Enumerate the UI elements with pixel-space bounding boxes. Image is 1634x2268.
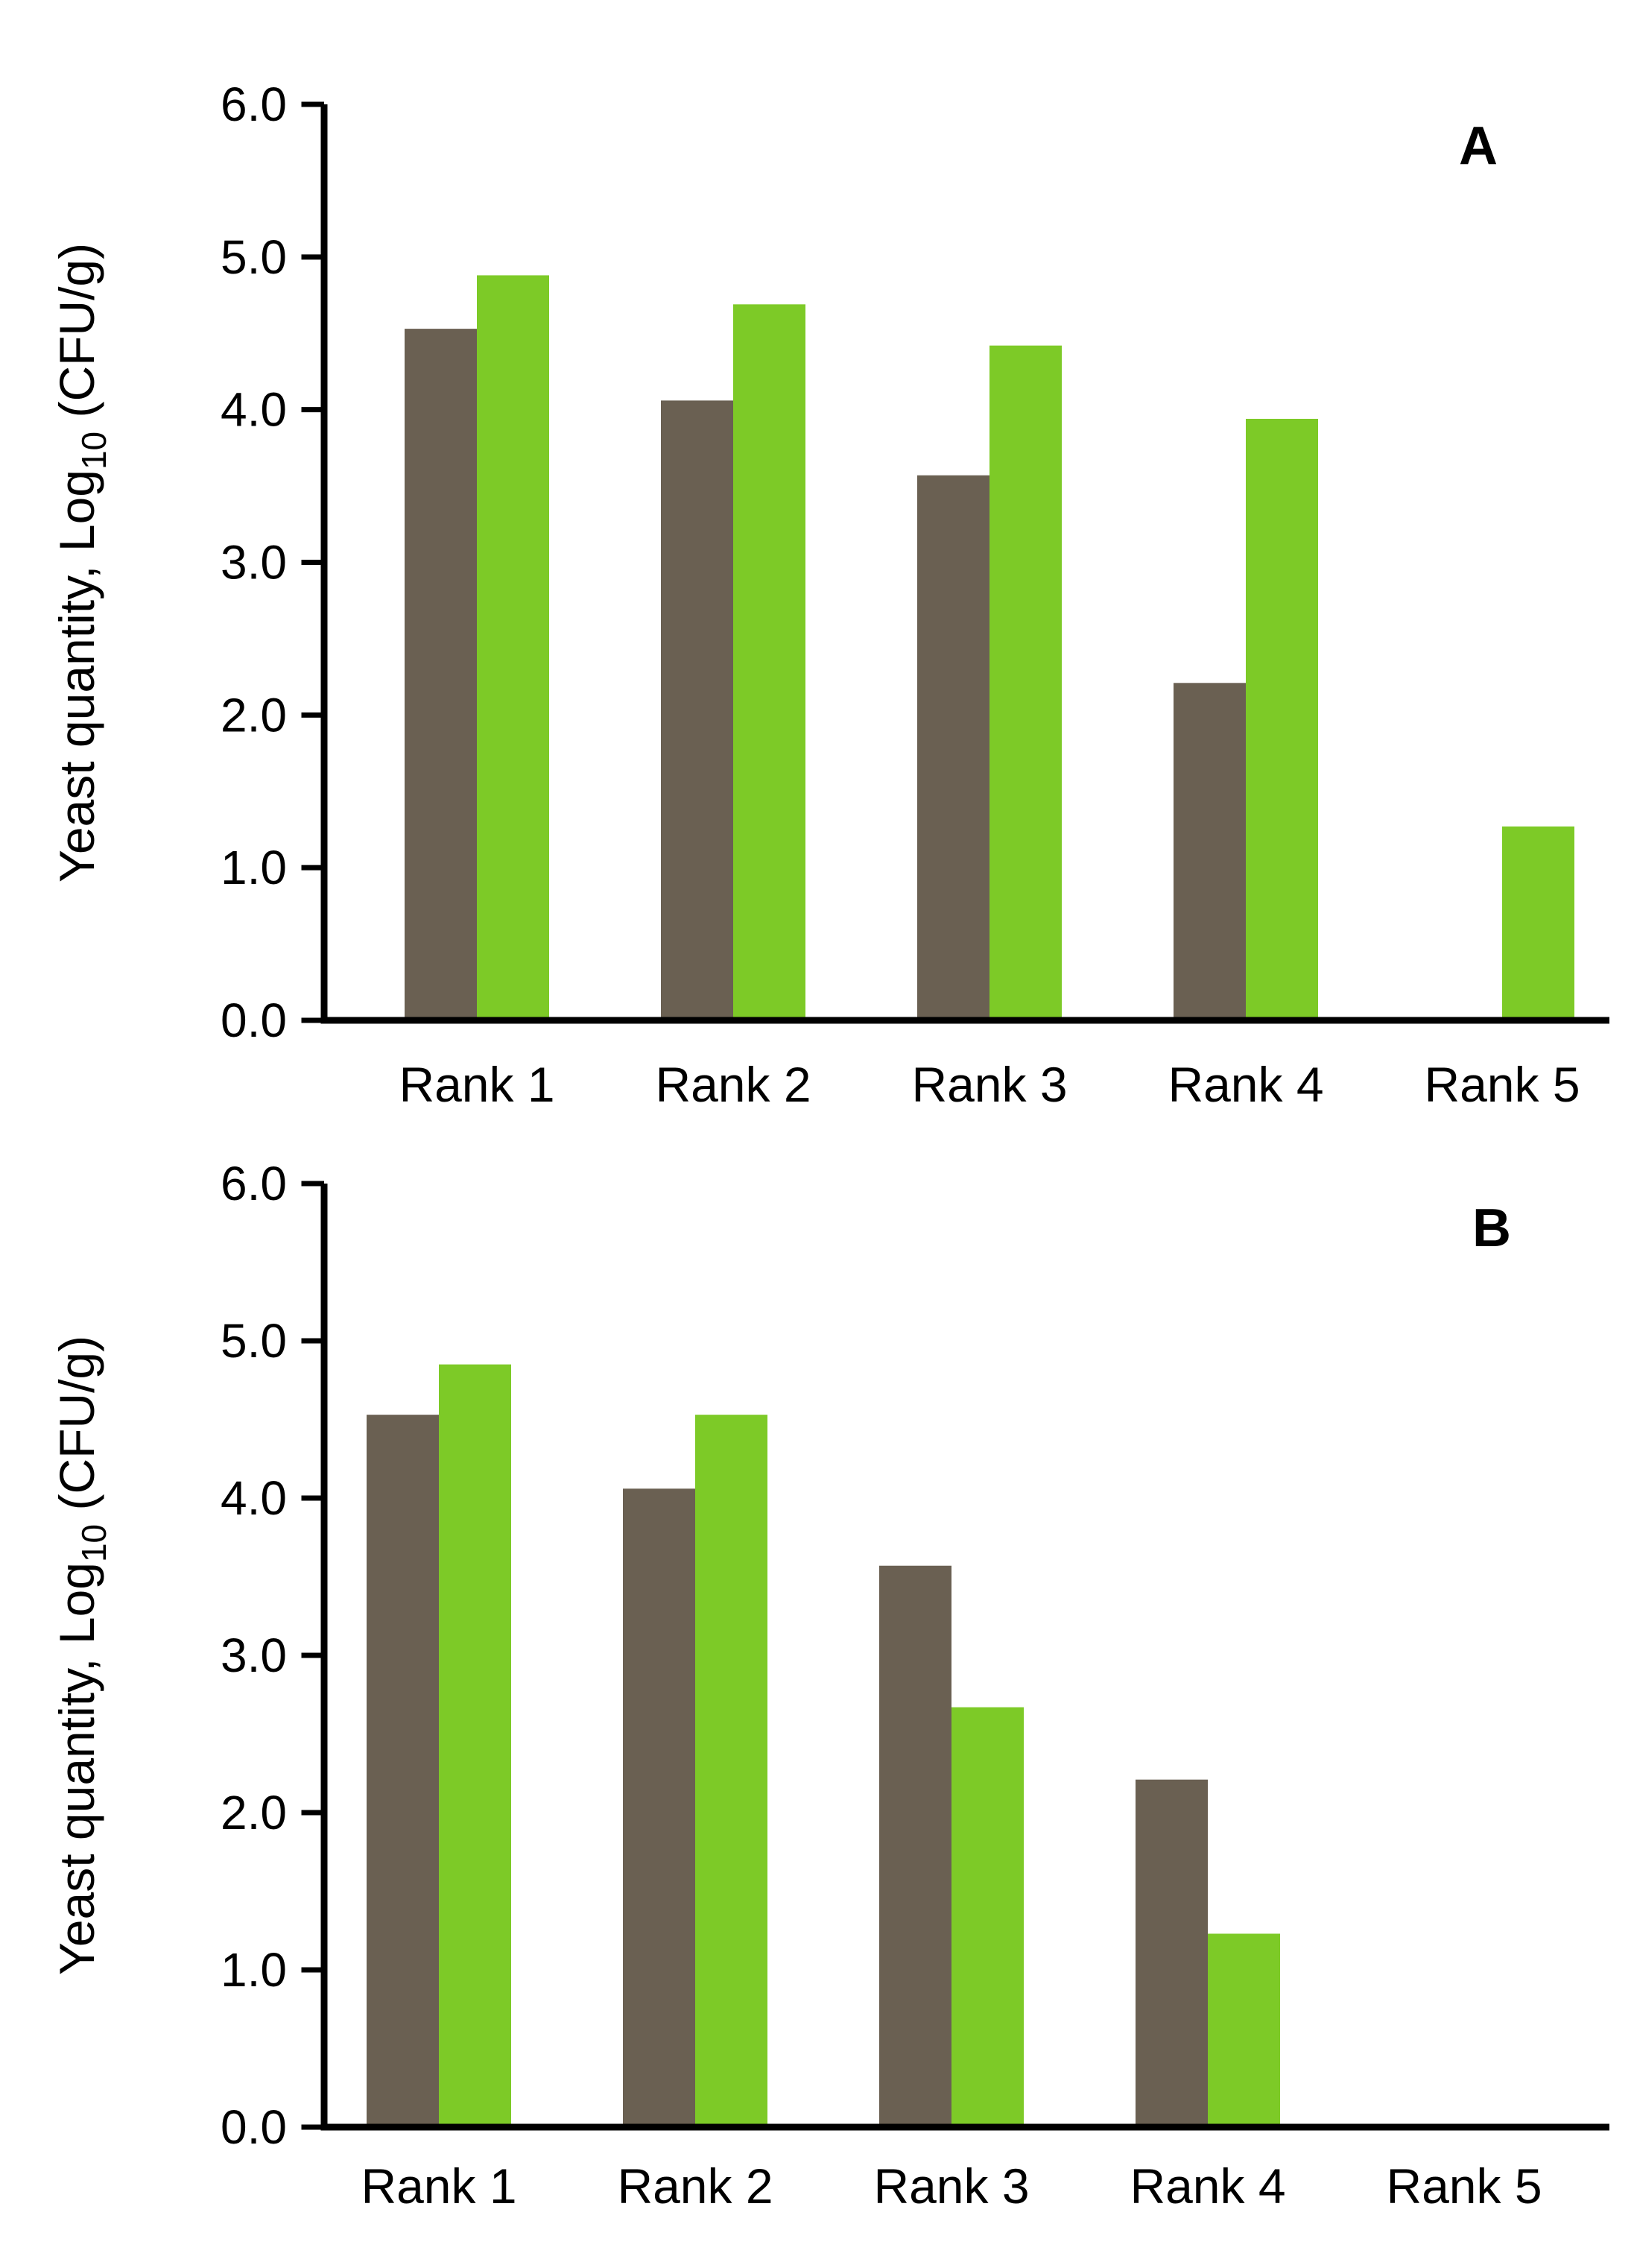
panel-a-y-tick-label: 5.0 — [221, 230, 287, 284]
panel-a-brown-bar-rank-1 — [405, 329, 477, 1021]
panel-b-green-bar-rank-1 — [439, 1364, 511, 2127]
panel-b-y-tick-label: 2.0 — [221, 1786, 287, 1839]
panel-a-green-bar-rank-2 — [733, 304, 805, 1020]
panel-b-brown-bar-rank-1 — [367, 1415, 439, 2127]
panel-b-x-category-label: Rank 4 — [1130, 2158, 1285, 2214]
panel-b-brown-bar-rank-4 — [1136, 1779, 1208, 2127]
panel-b-green-bar-rank-2 — [695, 1415, 767, 2127]
panel-a-y-tick-label: 4.0 — [221, 383, 287, 437]
panel-b-green-bar-rank-4 — [1208, 1933, 1280, 2127]
y-axis-title-main: Yeast quantity, Log — [49, 1562, 104, 1975]
panel-a-brown-bar-rank-4 — [1174, 683, 1246, 1020]
panel-a-green-bar-rank-3 — [989, 345, 1062, 1020]
panel-a-x-category-label: Rank 5 — [1424, 1057, 1580, 1112]
panel-a-green-bar-rank-5 — [1502, 826, 1574, 1020]
panel-b-x-category-label: Rank 3 — [873, 2158, 1029, 2214]
panel-a-y-axis-title: Yeast quantity, Log10 (CFU/g) — [49, 243, 113, 882]
panel-b-y-tick-label: 1.0 — [221, 1943, 287, 1997]
panel-a-brown-bar-rank-3 — [917, 475, 989, 1020]
panel-b-group: 6.0 5.0 4.0 3.0 2.0 1.0 0.0 Rank 1 Rank 2 Rank 3 R… — [49, 1157, 1609, 2214]
panel-b-x-category-label: Rank 2 — [617, 2158, 773, 2214]
panel-b-x-category-label: Rank 5 — [1386, 2158, 1542, 2214]
panel-a-x-category-label: Rank 2 — [655, 1057, 811, 1112]
yeast-quantity-bar-chart-figure: 6.0 5.0 4.0 3.0 2.0 1.0 0.0 Rank 1 Rank 2 Rank 3 R… — [30, 12, 1634, 2256]
panel-b-brown-bar-rank-2 — [623, 1488, 695, 2127]
y-axis-title-rest: (CFU/g) — [49, 1336, 104, 1524]
panel-b-y-tick-label: 5.0 — [221, 1314, 287, 1368]
panel-a-y-tick-label: 3.0 — [221, 536, 287, 590]
y-axis-title-rest: (CFU/g) — [49, 243, 104, 432]
panel-label-b: B — [1472, 1198, 1511, 1258]
y-axis-title-subscript: 10 — [75, 1524, 113, 1562]
panel-b-y-tick-label: 4.0 — [221, 1471, 287, 1525]
panel-b-x-category-label: Rank 1 — [361, 2158, 516, 2214]
panel-a-y-tick-label: 0.0 — [221, 994, 287, 1047]
panel-b-y-tick-label: 0.0 — [221, 2100, 287, 2154]
panel-a-green-bar-rank-1 — [477, 275, 549, 1020]
panel-a-x-category-label: Rank 4 — [1168, 1057, 1323, 1112]
panel-a-x-category-label: Rank 3 — [911, 1057, 1067, 1112]
panel-b-y-tick-label: 6.0 — [221, 1157, 287, 1210]
panel-a-y-tick-label: 1.0 — [221, 841, 287, 894]
two-panel-bar-chart-canvas: 6.0 5.0 4.0 3.0 2.0 1.0 0.0 Rank 1 Rank 2 Rank 3 R… — [49, 78, 1609, 2214]
panel-b-y-tick-label: 3.0 — [221, 1629, 287, 1682]
y-axis-title-main: Yeast quantity, Log — [49, 470, 104, 882]
panel-label-a: A — [1459, 116, 1498, 176]
y-axis-title-subscript: 10 — [75, 432, 113, 470]
panel-a-group: 6.0 5.0 4.0 3.0 2.0 1.0 0.0 Rank 1 Rank 2 Rank 3 R… — [49, 78, 1609, 1112]
panel-b-brown-bar-rank-3 — [879, 1565, 951, 2127]
panel-b-green-bar-rank-3 — [951, 1707, 1024, 2127]
panel-a-y-tick-label: 2.0 — [221, 688, 287, 742]
panel-a-brown-bar-rank-2 — [661, 400, 733, 1020]
panel-a-y-tick-label: 6.0 — [221, 78, 287, 131]
panel-a-green-bar-rank-4 — [1246, 418, 1318, 1020]
panel-b-y-axis-title: Yeast quantity, Log10 (CFU/g) — [49, 1336, 113, 1975]
panel-a-x-category-label: Rank 1 — [399, 1057, 554, 1112]
